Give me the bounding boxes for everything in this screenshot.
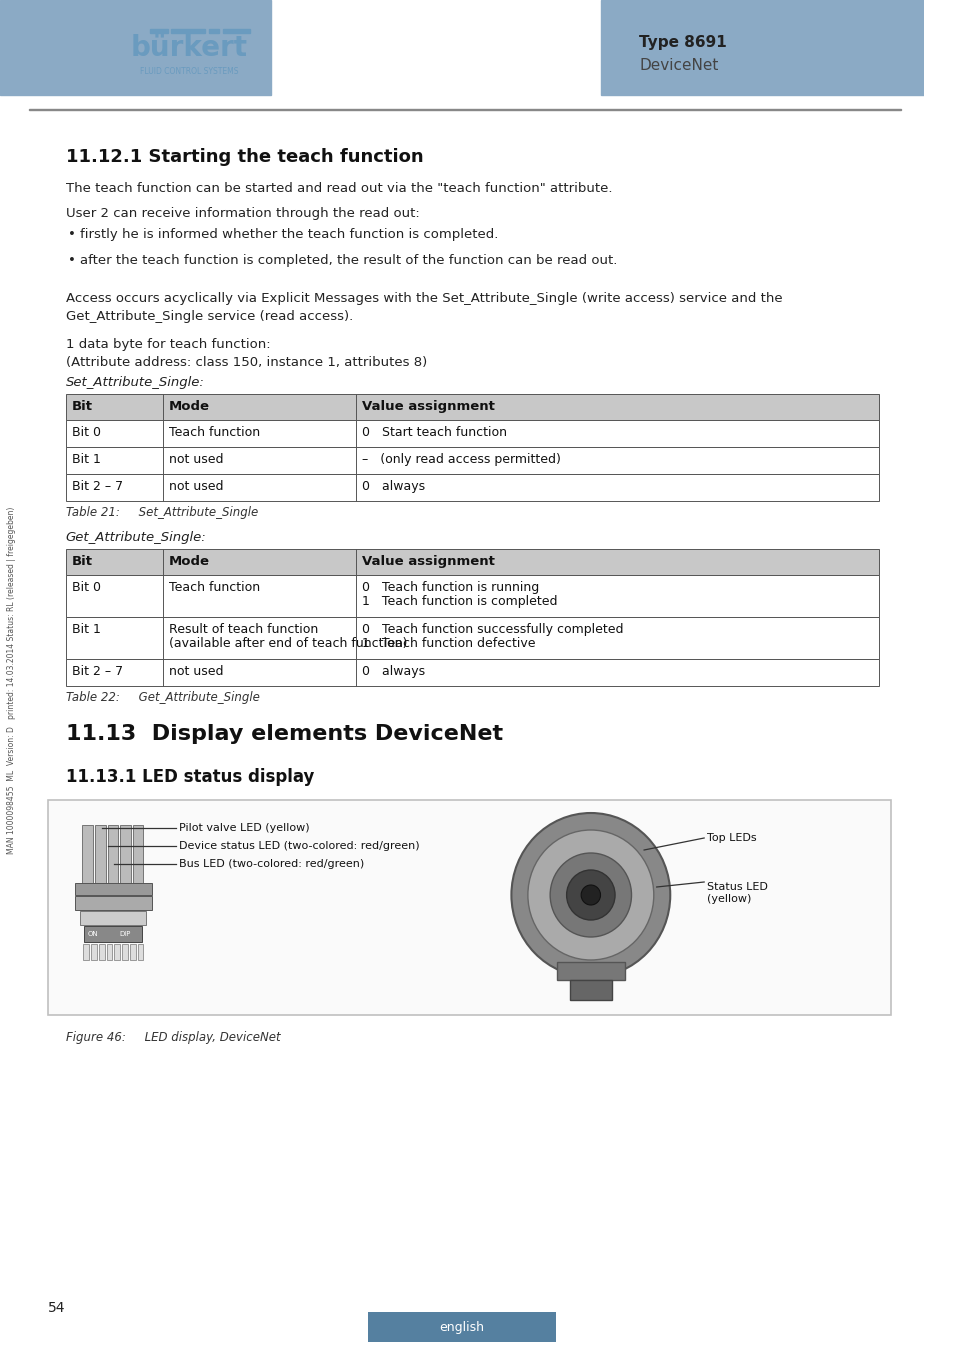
Bar [66, 549, 879, 575]
Bar [74, 896, 152, 910]
Bar [99, 944, 105, 960]
Text: 11.12.1 Starting the teach function: 11.12.1 Starting the teach function [66, 148, 423, 166]
Text: Bit 2 – 7: Bit 2 – 7 [71, 481, 123, 493]
Text: Bit 2 – 7: Bit 2 – 7 [71, 666, 123, 678]
Text: User 2 can receive information through the read out:: User 2 can receive information through t… [66, 207, 419, 220]
Bar [49, 801, 890, 1015]
Text: 1   Teach function defective: 1 Teach function defective [362, 637, 536, 649]
Text: Mode: Mode [169, 555, 210, 568]
Text: not used: not used [169, 454, 223, 466]
Text: Value assignment: Value assignment [362, 555, 495, 568]
Bar [66, 659, 879, 686]
Text: •: • [68, 254, 75, 267]
Text: Bit: Bit [71, 555, 92, 568]
Bar [137, 944, 143, 960]
Bar [120, 825, 131, 886]
Text: Bit: Bit [71, 400, 92, 413]
Text: Value assignment: Value assignment [362, 400, 495, 413]
Text: 54: 54 [49, 1301, 66, 1315]
Text: Table 21:     Set_Attribute_Single: Table 21: Set_Attribute_Single [66, 506, 258, 518]
Text: Get_Attribute_Single:: Get_Attribute_Single: [66, 531, 207, 544]
Text: The teach function can be started and read out via the "teach function" attribut: The teach function can be started and re… [66, 182, 612, 194]
Text: ON: ON [87, 931, 98, 937]
Bar [368, 1312, 556, 1342]
Bar [122, 944, 128, 960]
Text: Type 8691: Type 8691 [639, 35, 726, 50]
Bar [108, 825, 118, 886]
Bar [66, 394, 879, 420]
Bar [150, 28, 168, 32]
Bar [557, 963, 624, 980]
Text: Top LEDs: Top LEDs [706, 833, 756, 842]
Text: 0   Teach function successfully completed: 0 Teach function successfully completed [362, 622, 623, 636]
Text: Bit 0: Bit 0 [71, 427, 101, 439]
Text: DeviceNet: DeviceNet [639, 58, 718, 73]
Circle shape [511, 813, 670, 977]
Text: Bit 1: Bit 1 [71, 622, 100, 636]
Text: Figure 46:     LED display, DeviceNet: Figure 46: LED display, DeviceNet [66, 1031, 280, 1044]
Text: –   (only read access permitted): – (only read access permitted) [362, 454, 560, 466]
Text: Teach function: Teach function [169, 427, 259, 439]
Text: firstly he is informed whether the teach function is completed.: firstly he is informed whether the teach… [80, 228, 498, 242]
Text: Bus LED (two-colored: red/green): Bus LED (two-colored: red/green) [179, 859, 364, 869]
Text: FLUID CONTROL SYSTEMS: FLUID CONTROL SYSTEMS [139, 68, 238, 77]
Bar [209, 28, 218, 32]
Bar [66, 447, 879, 474]
Text: 1 data byte for teach function:
(Attribute address: class 150, instance 1, attri: 1 data byte for teach function: (Attribu… [66, 338, 427, 369]
Bar [91, 944, 97, 960]
Bar [74, 883, 152, 895]
Bar [84, 926, 142, 942]
Text: 1   Teach function is completed: 1 Teach function is completed [362, 595, 558, 608]
Bar [172, 28, 205, 32]
Text: Result of teach function: Result of teach function [169, 622, 317, 636]
Bar [223, 28, 250, 32]
Text: Pilot valve LED (yellow): Pilot valve LED (yellow) [179, 824, 310, 833]
Text: bürkert: bürkert [131, 34, 247, 62]
Text: Teach function: Teach function [169, 580, 259, 594]
Text: Mode: Mode [169, 400, 210, 413]
Text: after the teach function is completed, the result of the function can be read ou: after the teach function is completed, t… [80, 254, 618, 267]
Text: english: english [439, 1320, 484, 1334]
Text: 0   Start teach function: 0 Start teach function [362, 427, 507, 439]
Text: DIP: DIP [119, 931, 131, 937]
Text: 11.13  Display elements DeviceNet: 11.13 Display elements DeviceNet [66, 724, 502, 744]
Bar [66, 420, 879, 447]
Text: 0   Teach function is running: 0 Teach function is running [362, 580, 539, 594]
Bar [80, 911, 146, 925]
Text: (available after end of teach function): (available after end of teach function) [169, 637, 407, 649]
Bar [0, 0, 271, 95]
Text: Status LED
(yellow): Status LED (yellow) [706, 882, 767, 905]
Bar [66, 617, 879, 659]
Bar [114, 944, 120, 960]
Bar [569, 980, 612, 1000]
Bar [66, 575, 879, 617]
Text: 0   always: 0 always [362, 481, 425, 493]
Bar [83, 944, 89, 960]
Text: 0   always: 0 always [362, 666, 425, 678]
Bar [82, 825, 92, 886]
Text: Table 22:     Get_Attribute_Single: Table 22: Get_Attribute_Single [66, 691, 259, 703]
Text: Device status LED (two-colored: red/green): Device status LED (two-colored: red/gree… [179, 841, 419, 850]
Text: •: • [68, 228, 75, 242]
Bar [107, 944, 112, 960]
Text: not used: not used [169, 481, 223, 493]
Circle shape [550, 853, 631, 937]
Bar [94, 825, 106, 886]
Circle shape [527, 830, 653, 960]
Text: Access occurs acyclically via Explicit Messages with the Set_Attribute_Single (w: Access occurs acyclically via Explicit M… [66, 292, 781, 323]
Bar [132, 825, 143, 886]
Bar [130, 944, 135, 960]
Text: Bit 0: Bit 0 [71, 580, 101, 594]
Text: Bit 1: Bit 1 [71, 454, 100, 466]
Text: Set_Attribute_Single:: Set_Attribute_Single: [66, 377, 205, 389]
Bar [599, 0, 923, 95]
Text: MAN 1000098455  ML  Version: D   printed: 14.03.2014 Status: RL (released | frei: MAN 1000098455 ML Version: D printed: 14… [7, 506, 16, 853]
Circle shape [580, 886, 599, 904]
Bar [66, 474, 879, 501]
Circle shape [566, 869, 615, 919]
Text: 11.13.1 LED status display: 11.13.1 LED status display [66, 768, 314, 786]
Text: not used: not used [169, 666, 223, 678]
